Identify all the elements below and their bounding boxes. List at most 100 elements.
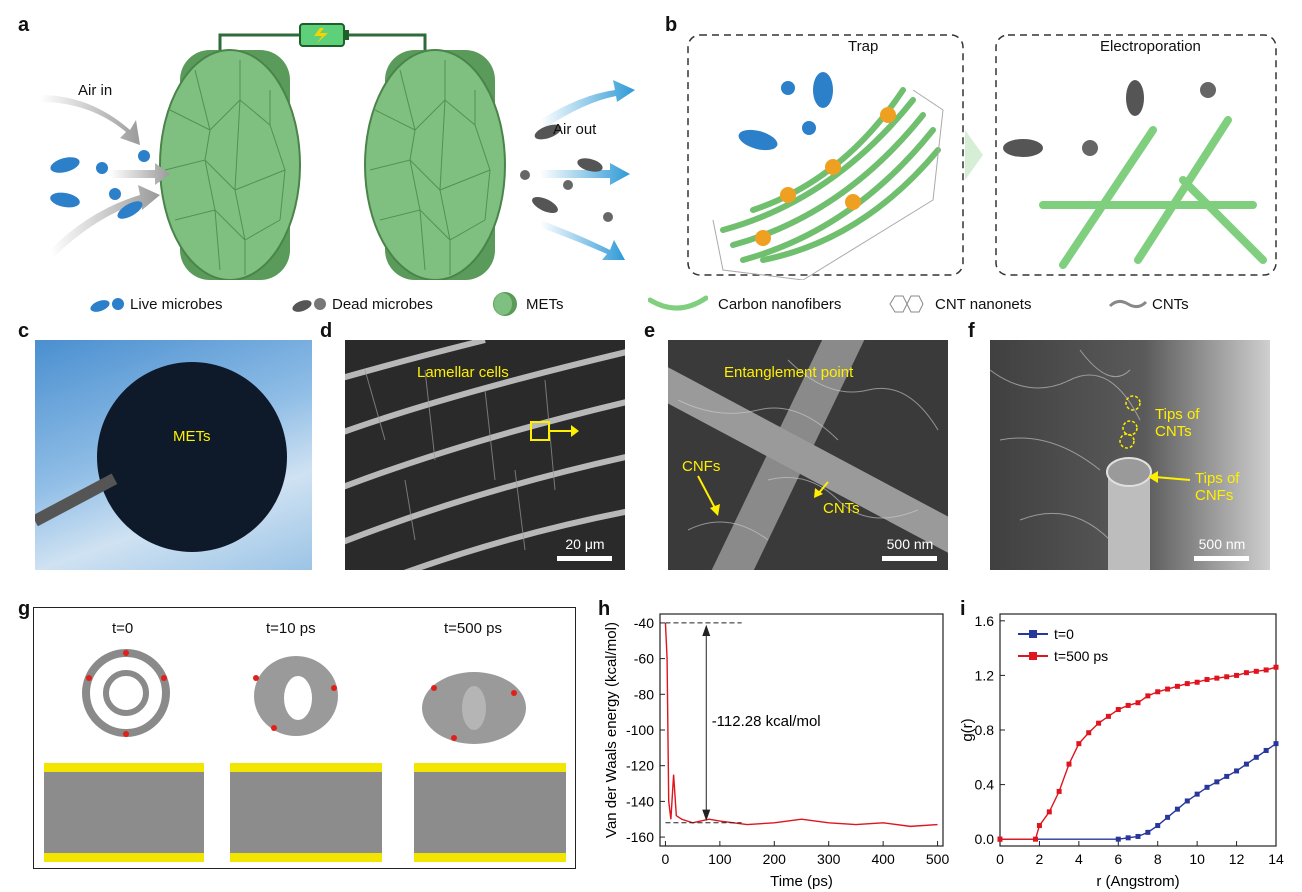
data-point xyxy=(1224,674,1230,680)
data-point xyxy=(1224,773,1230,779)
y-tick-label: 1.2 xyxy=(975,667,995,683)
mets-filter-left xyxy=(159,49,301,280)
snapshot-t10-label: t=10 ps xyxy=(266,620,316,637)
scalebar-e-label: 500 nm xyxy=(886,536,934,552)
data-point xyxy=(1184,681,1190,687)
air-in-label: Air in xyxy=(78,82,113,99)
x-tick-label: 6 xyxy=(1114,851,1122,867)
x-tick-label: 500 xyxy=(926,851,950,867)
sem-image-entanglement: Entanglement point CNFs CNTs 500 nm xyxy=(668,340,948,570)
x-axis-label: Time (ps) xyxy=(770,873,833,890)
cnfs-label: CNFs xyxy=(682,458,721,475)
data-point xyxy=(1115,836,1121,842)
data-point xyxy=(1263,747,1269,753)
cnts-legend-icon xyxy=(1108,299,1148,309)
cnt-nanonet xyxy=(712,89,944,280)
functional-groups xyxy=(86,650,517,741)
dead-microbes-legend-icon xyxy=(292,298,326,312)
data-point xyxy=(1046,809,1052,815)
legend-dead-microbes: Dead microbes xyxy=(332,296,433,313)
cnt-tip-marker-2 xyxy=(1122,420,1138,436)
mets-photo-label: METs xyxy=(173,428,211,445)
tips-of-cnfs-label: Tips of CNFs xyxy=(1195,470,1239,504)
x-tick-label: 12 xyxy=(1229,851,1245,867)
y-axis-label: Van der Waals energy (kcal/mol) xyxy=(603,622,620,838)
electroporation-title: Electroporation xyxy=(1100,38,1201,55)
data-point xyxy=(1056,788,1062,794)
panel-label-f: f xyxy=(968,320,975,342)
legend-cnts: CNTs xyxy=(1152,296,1189,313)
tweezers xyxy=(35,473,118,527)
tips-structure xyxy=(990,349,1191,570)
tips-of-cnts-line-1: Tips of xyxy=(1155,406,1200,423)
lamellar-structure xyxy=(345,340,625,570)
trapped-live-microbes xyxy=(738,72,833,151)
data-point xyxy=(1214,779,1220,785)
y-tick-label: 0.0 xyxy=(975,831,995,847)
y-tick-label: 0.4 xyxy=(975,777,995,793)
data-point xyxy=(1105,713,1111,719)
mets-filter-right xyxy=(364,49,506,280)
y-tick-label: -80 xyxy=(634,686,654,702)
mets-disk xyxy=(97,362,287,552)
carbon-nanofiber-bundle xyxy=(720,87,941,263)
entanglement-point-label: Entanglement point xyxy=(724,364,854,381)
data-point xyxy=(1214,675,1220,681)
scalebar-d-label: 20 μm xyxy=(565,536,605,552)
legend-mets: METs xyxy=(526,296,564,313)
data-point xyxy=(1032,836,1038,842)
data-point xyxy=(1076,741,1082,747)
y-tick-label: -100 xyxy=(626,722,654,738)
dead-microbes-on-fibers xyxy=(1003,80,1216,157)
data-point xyxy=(1273,741,1279,747)
legend-cnt-nanonets: CNT nanonets xyxy=(935,296,1032,313)
legend: Live microbes Dead microbes METs Carbon … xyxy=(0,290,1302,320)
cnt-tip-marker-3 xyxy=(1119,433,1135,449)
data-point xyxy=(1194,679,1200,685)
data-point xyxy=(1115,707,1121,713)
panel-label-b: b xyxy=(665,14,678,36)
x-tick-label: 0 xyxy=(662,851,670,867)
data-point xyxy=(1096,720,1102,726)
air-in-arrow-top xyxy=(40,95,140,145)
y-tick-label: -40 xyxy=(634,615,654,631)
tips-of-cnfs-line-2: CNFs xyxy=(1195,487,1234,504)
air-in-arrow-mid xyxy=(110,163,170,185)
cnt-t10 xyxy=(254,656,338,736)
lamellar-cells-label: Lamellar cells xyxy=(417,364,509,381)
snapshot-t500-label: t=500 ps xyxy=(444,620,502,637)
carbon-nanofibers-legend-icon xyxy=(648,295,708,311)
x-tick-label: 300 xyxy=(817,851,841,867)
arrow-head-up xyxy=(702,624,711,637)
legend-marker xyxy=(1029,630,1037,638)
data-point xyxy=(1253,754,1259,760)
data-point xyxy=(1135,833,1141,839)
x-tick-label: 200 xyxy=(763,851,787,867)
air-out-arrow-bottom xyxy=(540,220,625,260)
scalebar-f-label: 500 nm xyxy=(1198,536,1246,552)
x-tick-label: 400 xyxy=(871,851,895,867)
panel-label-h: h xyxy=(598,598,611,620)
electroporation-fibers xyxy=(1039,116,1267,269)
x-tick-label: 14 xyxy=(1268,851,1284,867)
cnt-t500 xyxy=(422,672,526,744)
x-tick-label: 100 xyxy=(708,851,732,867)
air-out-arrow-mid xyxy=(540,163,630,185)
data-point xyxy=(1174,806,1180,812)
y-axis-label: g(r) xyxy=(960,718,976,741)
panel-a-schematic xyxy=(40,23,635,280)
air-out-arrow-top xyxy=(540,80,635,128)
arrow-head-down xyxy=(702,809,711,822)
cnt-t0 xyxy=(82,649,170,737)
legend-label: t=0 xyxy=(1054,626,1074,642)
data-point xyxy=(1174,683,1180,689)
series-line xyxy=(664,622,938,828)
tips-of-cnts-line-2: CNTs xyxy=(1155,423,1192,440)
scalebar-f xyxy=(1194,556,1249,561)
data-point xyxy=(1194,791,1200,797)
surface-atoms xyxy=(44,763,566,862)
energy-annotation: -112.28 kcal/mol xyxy=(712,713,821,730)
data-point xyxy=(1155,689,1161,695)
plot-frame xyxy=(999,613,1277,847)
air-out-label: Air out xyxy=(553,121,597,138)
